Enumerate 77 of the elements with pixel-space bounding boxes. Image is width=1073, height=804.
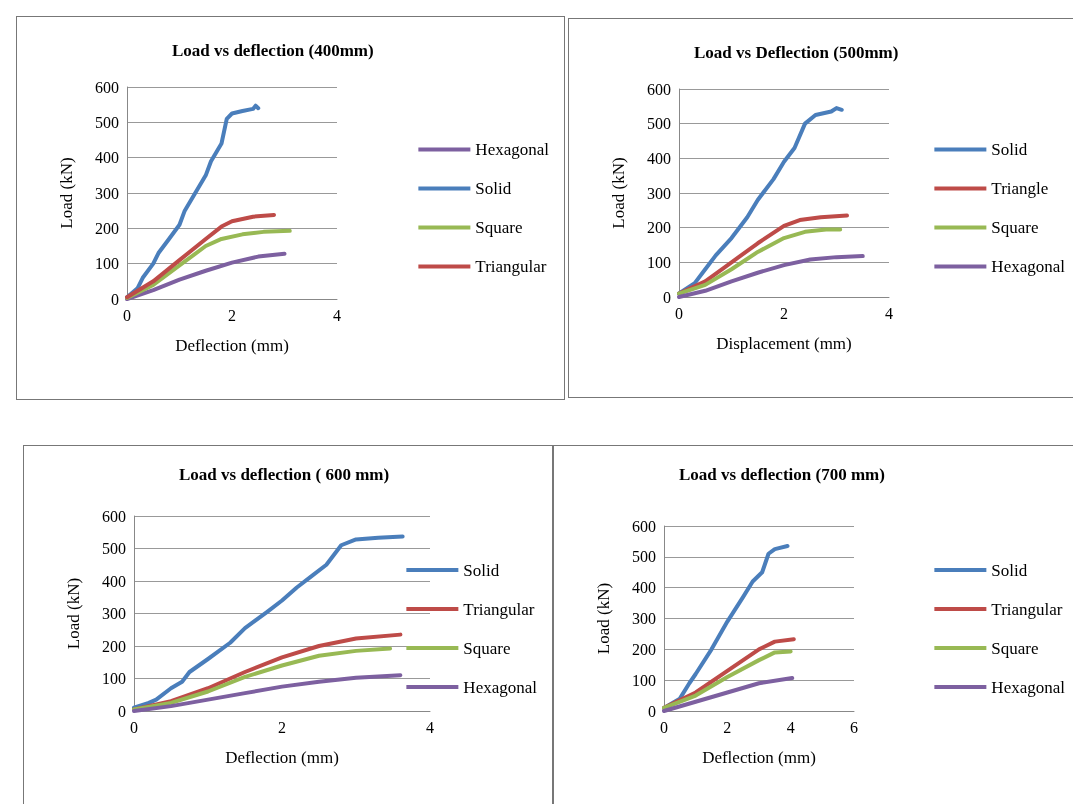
legend-label: Solid [991,560,1028,580]
x-tick-label: 2 [780,304,788,322]
x-tick-label: 4 [426,718,434,736]
line-series [132,673,403,713]
y-tick-label: 400 [102,572,126,590]
legend-label: Triangular [463,599,535,619]
y-tick-label: 100 [95,255,119,273]
x-tick-label: 2 [723,718,732,736]
y-tick-label: 200 [632,640,656,658]
chart-title: Load vs deflection (700 mm) [679,465,885,484]
chart-title: Load vs deflection (400mm) [172,41,374,60]
legend-label: Square [463,638,511,658]
x-tick-label: 2 [228,306,236,324]
legend-label: Hexagonal [475,140,550,159]
x-tick-label: 6 [850,718,858,736]
y-tick-label: 500 [632,548,656,566]
legend-label: Triangular [991,599,1063,619]
y-axis-title: Load (kN) [57,157,76,229]
y-tick-label: 100 [102,670,126,687]
y-tick-label: 600 [632,517,656,535]
y-tick-label: 100 [647,253,671,271]
x-tick-label: 4 [885,304,893,322]
y-tick-label: 600 [95,78,119,96]
x-tick-label: 0 [675,304,683,322]
legend-label: Hexagonal [991,677,1066,697]
x-axis-title: Deflection (mm) [175,336,289,355]
y-tick-label: 400 [647,149,671,167]
y-tick-label: 600 [647,80,671,98]
y-tick-label: 600 [102,507,126,525]
legend-label: Hexagonal [463,677,538,697]
y-tick-label: 500 [95,113,119,131]
y-tick-label: 300 [95,184,119,202]
y-tick-label: 200 [102,637,126,655]
legend-label: Solid [991,140,1028,159]
legend-label: Hexagonal [991,257,1066,276]
legend-label: Solid [463,560,500,580]
x-axis-title: Displacement (mm) [716,334,852,353]
y-tick-label: 400 [632,579,656,597]
y-tick-label: 0 [663,288,671,306]
y-tick-label: 0 [648,702,656,720]
chart-title: Load vs Deflection (500mm) [694,43,899,62]
y-tick-label: 500 [647,115,671,133]
legend-label: Square [991,218,1039,237]
y-axis-title: Load (kN) [609,157,628,229]
legend-label: Triangular [475,257,547,276]
line-series [662,649,793,710]
y-axis-title: Load (kN) [64,577,83,650]
x-axis-title: Deflection (mm) [702,748,816,767]
x-tick-label: 4 [786,718,795,736]
y-tick-label: 400 [95,149,119,167]
chart-title: Load vs deflection ( 600 mm) [179,465,390,484]
line-series [132,646,393,712]
y-tick-label: 200 [647,219,671,237]
x-tick-label: 0 [130,718,138,736]
x-axis-title: Deflection (mm) [225,748,339,767]
x-tick-label: 2 [278,718,286,736]
y-tick-label: 300 [102,605,126,622]
y-axis-title: Load (kN) [594,582,613,655]
line-series [132,534,405,710]
y-tick-label: 100 [632,671,656,689]
y-tick-label: 200 [95,219,119,237]
y-tick-label: 300 [647,184,671,202]
y-tick-label: 300 [632,610,656,627]
x-tick-label: 4 [333,306,341,324]
legend-label: Solid [475,179,512,198]
y-tick-label: 0 [111,290,119,308]
legend-label: Square [475,218,523,237]
line-series [125,212,276,300]
y-tick-label: 500 [102,540,126,557]
line-series [677,227,843,296]
line-series [125,228,292,300]
line-series [662,676,795,713]
legend-label: Square [991,638,1039,658]
line-series [125,251,287,301]
legend-label: Triangle [991,179,1049,198]
line-series [677,254,865,299]
y-tick-label: 0 [118,702,126,720]
